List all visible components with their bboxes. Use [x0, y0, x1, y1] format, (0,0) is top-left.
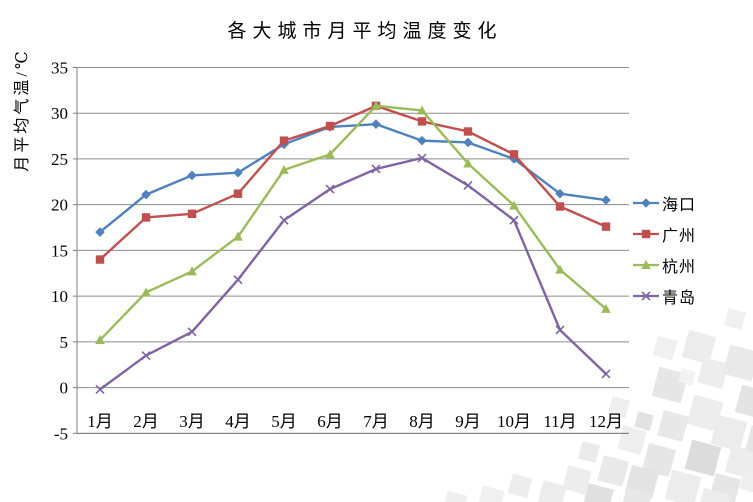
y-tick-label: 30: [51, 104, 68, 123]
legend: 海口 广州 杭州 青岛: [633, 187, 696, 311]
x-category-label: 9月: [455, 412, 481, 431]
series-marker-2: [325, 149, 335, 159]
legend-marker-icon-2: [633, 259, 659, 269]
series-line-2: [99, 104, 607, 341]
series-marker-0: [187, 170, 197, 181]
legend-marker-glyph-0: [641, 197, 651, 208]
series-marker-3: [233, 275, 243, 285]
series-marker-2: [417, 105, 427, 115]
x-category-label: 11月: [543, 412, 576, 431]
series-marker-2: [555, 264, 565, 274]
series-marker-2: [371, 100, 381, 110]
legend-item-2: 杭州: [633, 249, 696, 280]
series-marker-2: [187, 266, 197, 276]
series-marker-3: [417, 153, 427, 163]
y-tick-label: 0: [60, 379, 69, 398]
series-line-3: [99, 156, 607, 391]
series-marker-1: [95, 255, 105, 264]
series-marker-3: [279, 215, 289, 225]
x-category-label: 6月: [317, 412, 343, 431]
legend-marker-icon-1: [633, 229, 659, 238]
series-marker-3: [509, 215, 519, 225]
series-marker-2: [279, 164, 289, 174]
y-tick-label: 15: [51, 241, 68, 260]
series-marker-0: [141, 189, 151, 200]
legend-marker-glyph-3: [641, 290, 651, 301]
series-marker-2: [95, 335, 105, 345]
chart-title: 各大城市月平均温度变化: [227, 21, 503, 42]
x-category-label: 3月: [179, 412, 205, 431]
series-marker-1: [601, 222, 611, 231]
x-category-label: 4月: [225, 412, 251, 431]
series-marker-0: [95, 227, 105, 237]
series-marker-2: [463, 158, 473, 168]
series-marker-3: [187, 327, 197, 337]
x-category-label: 10月: [497, 412, 531, 431]
legend-marker-icon-3: [633, 290, 659, 301]
series-marker-2: [601, 303, 611, 313]
series-marker-3: [95, 384, 105, 394]
series-marker-0: [233, 167, 243, 178]
series-marker-0: [509, 154, 519, 164]
series-marker-2: [509, 200, 519, 210]
series-marker-2: [141, 287, 151, 297]
series-marker-3: [601, 369, 611, 379]
series-marker-1: [555, 202, 565, 211]
legend-marker-icon-0: [633, 197, 659, 208]
x-category-label: 1月: [87, 412, 113, 431]
y-tick-label: -5: [54, 424, 68, 443]
series-marker-2: [233, 231, 243, 241]
legend-marker-glyph-2: [641, 259, 651, 269]
x-category-label: 2月: [133, 412, 159, 431]
series-line-1: [99, 104, 607, 261]
series-marker-1: [509, 150, 519, 159]
series-marker-0: [417, 135, 427, 146]
y-tick-label: 35: [51, 58, 68, 77]
series-marker-3: [555, 325, 565, 335]
series-marker-1: [463, 127, 473, 136]
legend-label-0: 海口: [662, 196, 697, 214]
legend-marker-glyph-1: [641, 229, 651, 238]
series-marker-1: [279, 136, 289, 145]
legend-label-2: 杭州: [662, 258, 697, 276]
legend-item-0: 海口: [633, 187, 696, 218]
series-marker-3: [325, 184, 335, 194]
series-marker-1: [325, 121, 335, 131]
series-marker-3: [463, 180, 473, 191]
series-marker-1: [187, 209, 197, 219]
series-marker-0: [463, 137, 473, 148]
series-marker-0: [371, 119, 381, 129]
y-tick-label: 10: [51, 287, 68, 306]
x-category-label: 7月: [363, 412, 389, 431]
x-category-label: 8月: [409, 412, 435, 431]
legend-label-3: 青岛: [662, 289, 697, 307]
y-tick-label: 25: [51, 150, 68, 169]
series-marker-0: [601, 195, 611, 205]
legend-item-1: 广州: [633, 218, 696, 249]
series-marker-0: [555, 188, 565, 199]
x-category-label: 12月: [589, 412, 623, 431]
y-tick-label: 5: [60, 333, 69, 352]
series-marker-1: [233, 189, 243, 198]
y-tick-label: 20: [51, 196, 68, 215]
legend-item-3: 青岛: [633, 280, 696, 311]
series-marker-3: [141, 351, 151, 361]
legend-label-1: 广州: [662, 227, 697, 245]
series-marker-3: [371, 164, 381, 174]
series-marker-1: [141, 213, 151, 222]
x-category-label: 5月: [271, 412, 297, 431]
series-marker-1: [417, 117, 427, 126]
